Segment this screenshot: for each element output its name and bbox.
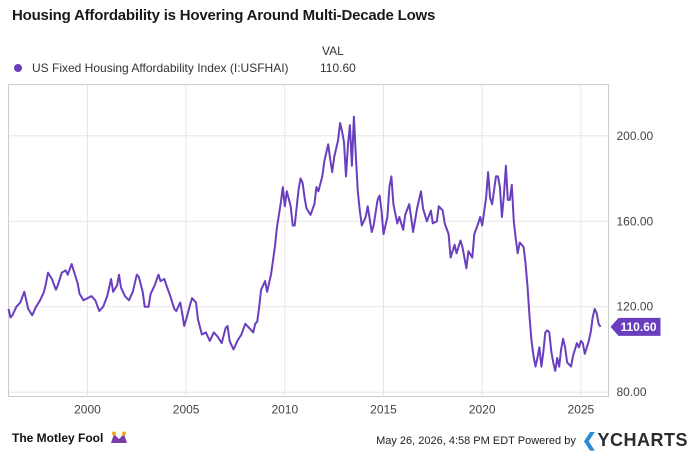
chart-title: Housing Affordability is Hovering Around… — [12, 7, 436, 24]
footer-attribution: May 26, 2026, 4:58 PM EDT Powered by ❮YC… — [376, 430, 688, 451]
y-tick-label: 200.00 — [617, 129, 654, 143]
legend-entry[interactable]: US Fixed Housing Affordability Index (I:… — [12, 60, 356, 76]
x-tick-label: 2010 — [271, 403, 298, 417]
last-value-badge-shape — [610, 317, 661, 336]
legend-series-value: 110.60 — [320, 61, 356, 75]
x-tick-label: 2000 — [74, 403, 101, 417]
last-value-badge: 110.60 — [610, 317, 661, 336]
legend-series-marker-icon — [14, 64, 22, 72]
ycharts-logo[interactable]: ❮YCHARTS — [582, 430, 688, 450]
x-tick-label: 2005 — [173, 403, 200, 417]
footer-brand: The Motley Fool — [12, 431, 128, 445]
jester-hat-icon — [110, 431, 127, 443]
footer-powered-by: Powered by — [517, 435, 576, 447]
last-value-label: 110.60 — [621, 320, 657, 334]
plot-area — [8, 84, 609, 397]
ycharts-logo-text: YCHARTS — [597, 430, 688, 450]
x-axis-ticks: 2000 2005 2010 2015 2020 2025 — [74, 403, 594, 417]
series-line[interactable] — [7, 115, 602, 372]
legend-value-header: VAL — [322, 44, 344, 58]
y-axis-ticks: 80.00 120.00 160.00 200.00 — [617, 129, 654, 399]
y-tick-label: 120.00 — [617, 300, 654, 314]
legend-series-name: US Fixed Housing Affordability Index (I:… — [32, 61, 289, 75]
y-tick-label: 80.00 — [617, 385, 647, 399]
brand-name: The Motley Fool — [12, 431, 104, 445]
x-tick-label: 2015 — [370, 403, 397, 417]
footer-timestamp: May 26, 2026, 4:58 PM EDT — [376, 435, 515, 447]
y-tick-label: 160.00 — [617, 214, 654, 228]
ycharts-logo-mark: ❮ — [581, 430, 598, 450]
x-tick-label: 2020 — [469, 403, 496, 417]
x-tick-label: 2025 — [568, 403, 595, 417]
grid-lines — [8, 84, 609, 397]
